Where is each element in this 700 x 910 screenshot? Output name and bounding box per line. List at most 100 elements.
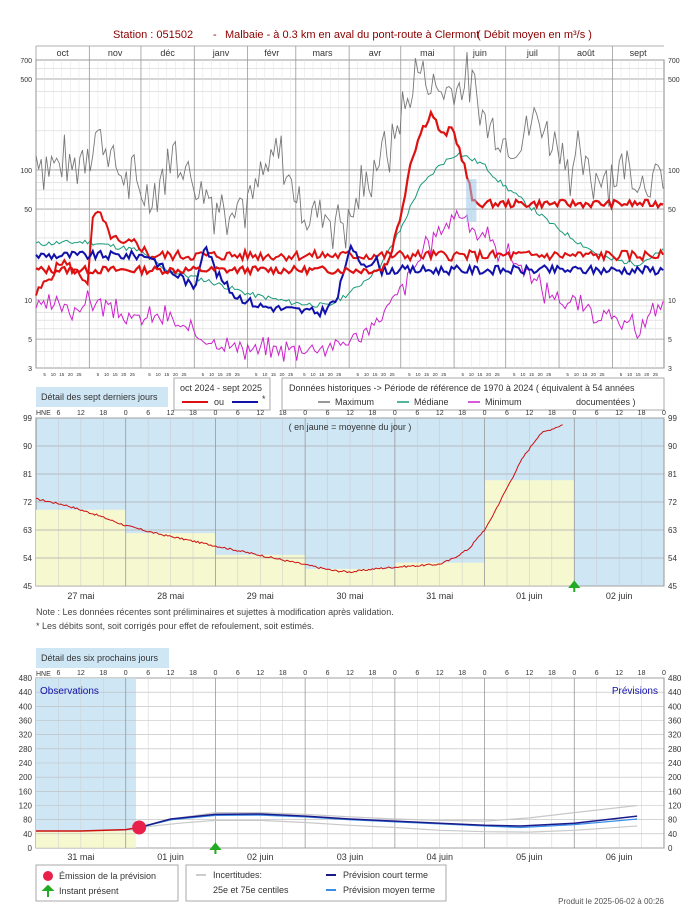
historical-title: Données historiques -> Période de référe… bbox=[289, 383, 635, 393]
fc-y-tick-left: 120 bbox=[19, 802, 33, 811]
fc-y-tick-left: 160 bbox=[19, 787, 33, 796]
fc-y-tick-left: 80 bbox=[23, 816, 32, 825]
week-y-tick-right: 81 bbox=[668, 470, 677, 479]
week-hour-label: 6 bbox=[56, 410, 60, 417]
week-grid bbox=[36, 417, 665, 587]
annual-y-tick-left: 10 bbox=[24, 298, 32, 305]
week-hour-label: 0 bbox=[124, 410, 128, 417]
annual-day-label: 15 bbox=[477, 372, 483, 377]
fc-hour-label: 0 bbox=[303, 670, 307, 677]
annual-day-label: 20 bbox=[226, 372, 232, 377]
fc-y-tick-left: 480 bbox=[19, 674, 33, 683]
annual-y-tick-left: 3 bbox=[28, 366, 32, 373]
week-series bbox=[35, 424, 581, 592]
week-hour-label: 12 bbox=[167, 410, 175, 417]
annual-month-label: nov bbox=[108, 48, 123, 58]
week-day-label: 01 juin bbox=[516, 591, 543, 601]
forecast-hne-label: HNE bbox=[36, 671, 51, 678]
legend-min-label: Minimum bbox=[485, 397, 522, 407]
annual-day-label: 5 bbox=[408, 372, 411, 377]
week-y-tick-left: 63 bbox=[23, 526, 32, 535]
week-hour-label: 6 bbox=[326, 410, 330, 417]
emission-marker-icon bbox=[43, 871, 53, 881]
fc-y-tick-left: 280 bbox=[19, 745, 33, 754]
week-detail-box bbox=[36, 387, 168, 407]
annual-day-label: 5 bbox=[202, 372, 205, 377]
annual-day-label: 20 bbox=[644, 372, 650, 377]
week-y-tick-right: 63 bbox=[668, 526, 677, 535]
week-y-tick-left: 45 bbox=[23, 582, 32, 591]
week-hour-label: 6 bbox=[415, 410, 419, 417]
note-corrected: * Les débits sont, soit corrigés pour ef… bbox=[36, 621, 314, 631]
annual-day-label: 20 bbox=[486, 372, 492, 377]
week-hour-label: 0 bbox=[572, 410, 576, 417]
fc-hour-label: 0 bbox=[393, 670, 397, 677]
week-hour-label: 12 bbox=[526, 410, 534, 417]
annual-day-label: 15 bbox=[636, 372, 642, 377]
period-label: oct 2024 - sept 2025 bbox=[180, 383, 262, 393]
fc-hour-label: 0 bbox=[124, 670, 128, 677]
week-y-tick-left: 54 bbox=[23, 554, 32, 563]
annual-month-label: juil bbox=[526, 48, 538, 58]
fc-y-tick-right: 280 bbox=[668, 745, 682, 754]
historical-legend-box bbox=[281, 377, 665, 411]
annual-day-label: 20 bbox=[591, 372, 597, 377]
fc-hour-label: 6 bbox=[146, 670, 150, 677]
fc-y-tick-left: 440 bbox=[19, 688, 33, 697]
annual-day-label: 15 bbox=[59, 372, 65, 377]
annual-y-tick-right: 700 bbox=[668, 58, 680, 65]
annual-day-label: 5 bbox=[97, 372, 100, 377]
forecast-detail-box bbox=[36, 648, 169, 668]
fc-hour-label: 0 bbox=[572, 670, 576, 677]
annual-month-label: déc bbox=[160, 48, 175, 58]
annual-grid bbox=[35, 45, 664, 369]
header-sep: - bbox=[213, 29, 217, 41]
week-hour-label: 18 bbox=[548, 410, 556, 417]
week-hour-label: 0 bbox=[662, 410, 666, 417]
annual-y-tick-left: 50 bbox=[24, 207, 32, 214]
annual-day-label: 5 bbox=[148, 372, 151, 377]
annual-day-label: 5 bbox=[255, 372, 258, 377]
week-hour-label: 18 bbox=[458, 410, 466, 417]
fc-hour-label: 0 bbox=[213, 670, 217, 677]
series-current-estimated bbox=[35, 243, 664, 319]
week-y-tick-left: 72 bbox=[23, 498, 32, 507]
observation-daily-mean bbox=[36, 831, 136, 848]
note-preliminary: Note : Les données récentes sont prélimi… bbox=[36, 607, 394, 617]
fc-hour-label: 18 bbox=[189, 670, 197, 677]
fc-y-tick-left: 320 bbox=[19, 731, 33, 740]
week-note-top: ( en jaune = moyenne du jour ) bbox=[289, 422, 412, 432]
fc-legend-left bbox=[35, 864, 179, 902]
observations-label: Observations bbox=[40, 686, 99, 697]
annual-day-label: 15 bbox=[582, 372, 588, 377]
annual-series bbox=[35, 52, 664, 362]
annual-month-label: mars bbox=[312, 48, 332, 58]
week-hour-label: 6 bbox=[236, 410, 240, 417]
fc-hour-label: 18 bbox=[99, 670, 107, 677]
annual-day-label: 20 bbox=[328, 372, 334, 377]
fc-y-tick-right: 320 bbox=[668, 731, 682, 740]
annual-month-label: mai bbox=[420, 48, 435, 58]
annual-day-label: 25 bbox=[235, 372, 241, 377]
emission-point-icon bbox=[132, 820, 147, 835]
fc-day-label: 03 juin bbox=[337, 852, 364, 862]
week-axis: 45 45 54 54 63 63 72 72 81 81 90 90 99 99 6 12 18 0 27 mai… bbox=[23, 410, 677, 601]
annual-day-label: 10 bbox=[520, 372, 526, 377]
annual-y-tick-left: 500 bbox=[20, 77, 32, 84]
fc-y-tick-right: 400 bbox=[668, 702, 682, 711]
annual-y-tick-left: 100 bbox=[20, 168, 32, 175]
fc-upper-centile bbox=[139, 804, 638, 829]
week-hour-label: 18 bbox=[189, 410, 197, 417]
annual-day-label: 10 bbox=[627, 372, 633, 377]
week-hour-label: 18 bbox=[638, 410, 646, 417]
fc-hour-label: 18 bbox=[369, 670, 377, 677]
week-day-label: 31 mai bbox=[426, 591, 453, 601]
annual-y-tick-left: 5 bbox=[28, 337, 32, 344]
annual-day-label: 25 bbox=[600, 372, 606, 377]
annual-day-label: 10 bbox=[51, 372, 57, 377]
series-current-spring bbox=[35, 109, 664, 278]
fc-day-label: 31 mai bbox=[67, 852, 94, 862]
annual-day-label: 5 bbox=[356, 372, 359, 377]
week-hour-label: 0 bbox=[393, 410, 397, 417]
